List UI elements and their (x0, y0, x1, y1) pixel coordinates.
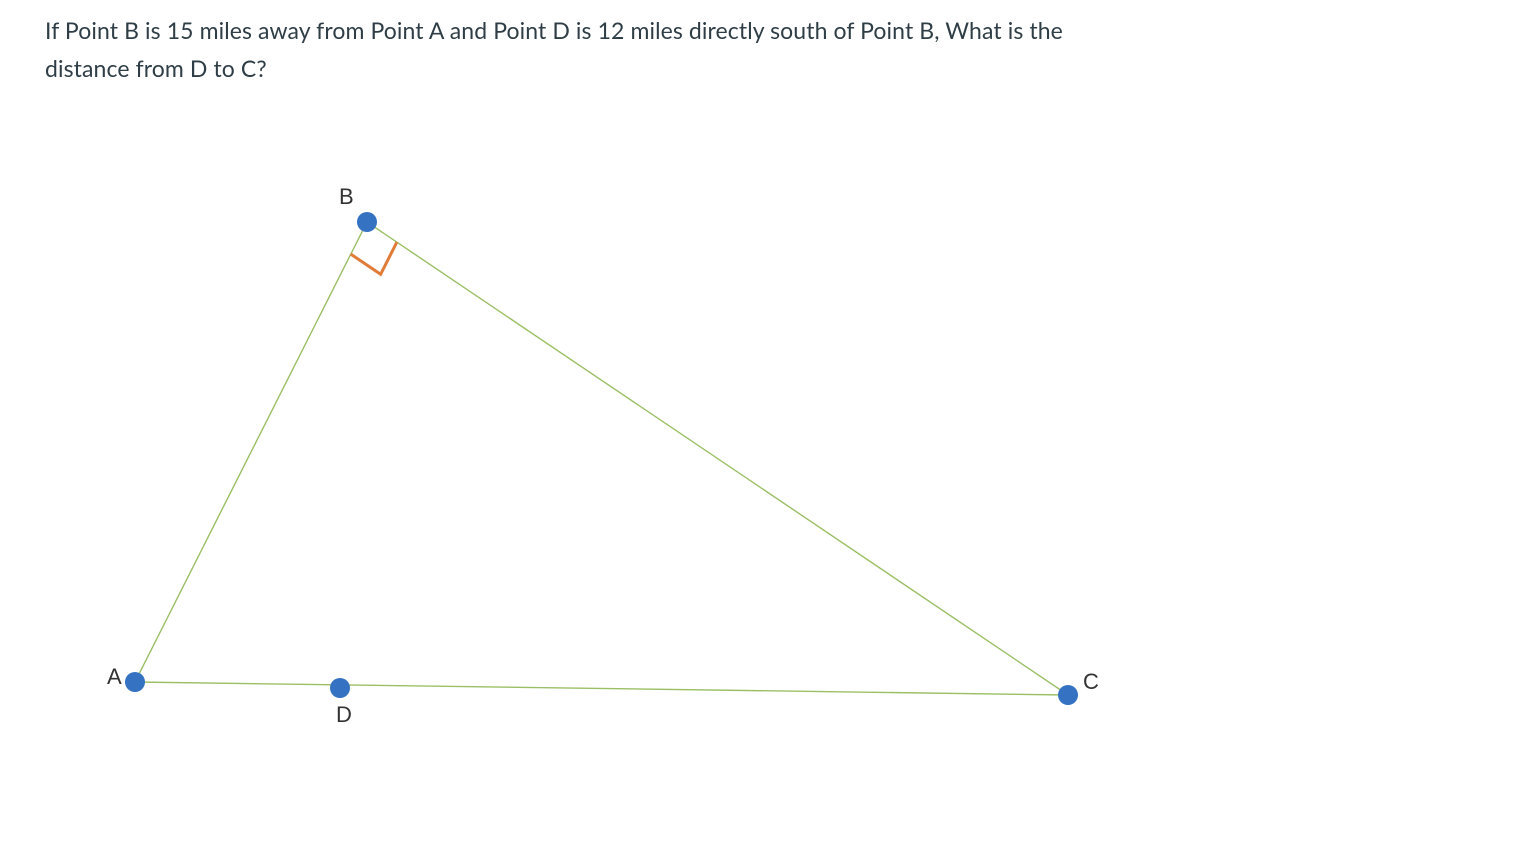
label-C: C (1083, 669, 1099, 695)
label-D: D (336, 702, 352, 728)
diagram-svg (0, 0, 1536, 841)
triangle-diagram: A B C D (0, 0, 1536, 841)
point-D (330, 678, 350, 698)
point-B (357, 212, 377, 232)
point-C (1058, 685, 1078, 705)
label-B: B (339, 184, 354, 210)
label-A: A (107, 664, 122, 690)
right-angle-marker (351, 242, 397, 274)
point-A (125, 672, 145, 692)
segment-AB (135, 222, 367, 682)
segment-BC (367, 222, 1068, 695)
segment-AC (135, 682, 1068, 695)
